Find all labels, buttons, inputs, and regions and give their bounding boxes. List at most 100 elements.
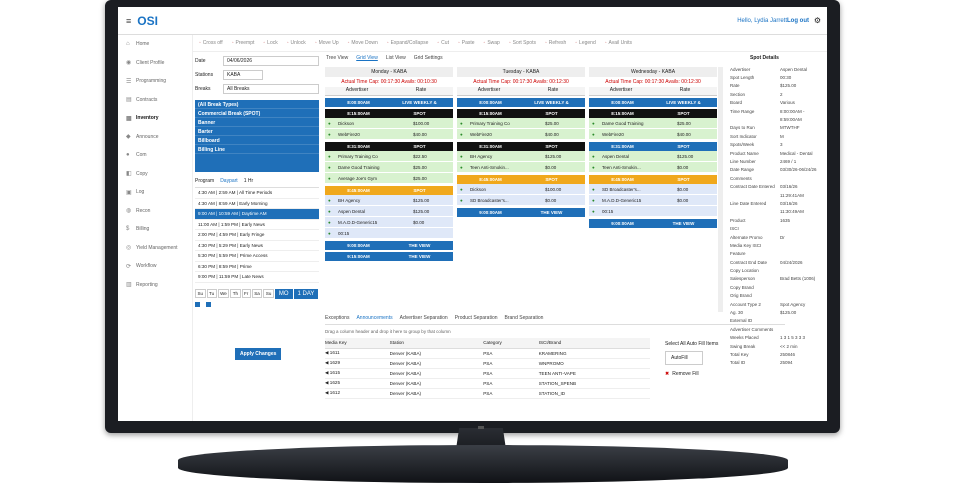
sidebar-item-client-profile[interactable]: ◉ Client Profile [118,54,192,73]
break-header[interactable]: 8:00:00AM LIVE WEEKLY & [325,98,453,107]
checkbox-1[interactable] [195,301,200,307]
break-type-item[interactable]: Banner [195,118,319,127]
day-button[interactable]: MO [274,288,293,299]
toolbar-avail-units-button[interactable]: ◦ Avail Units [604,40,633,46]
break-header[interactable]: 8:15:00AM SPOT [589,109,717,118]
tab-program[interactable]: Program [195,178,215,184]
sidebar-item-com[interactable]: ● Com [118,146,192,165]
spot-row[interactable]: ● Dickson $100.00 [457,184,585,195]
sidebar-item-reporting[interactable]: ▥ Reporting [118,276,192,295]
checkbox-2[interactable] [206,301,211,307]
table-row[interactable]: ◀ 1612 Denver (KABA) PSA STATION_ID [325,388,650,399]
sidebar-item-yield-management[interactable]: ◎ Yield Management [118,239,192,258]
table-header[interactable]: ISCI/Brand [538,338,650,349]
bottom-tab-announcements[interactable]: Announcements [356,315,393,321]
break-type-item[interactable]: Commercial Break (SPOT) [195,109,319,118]
sidebar-item-contracts[interactable]: ▤ Contracts [118,91,192,110]
spot-row[interactable]: ● M.A.D.D-Generic15 $0.00 [589,195,717,206]
toolbar-preempt-button[interactable]: ◦ Preempt [231,40,255,46]
remove-fill-button[interactable]: Remove Fill [672,371,699,377]
break-header[interactable]: 8:45:00AM SPOT [589,175,717,184]
spot-row[interactable]: ● WebFire20 $40.00 [325,129,453,140]
tab-1-hr[interactable]: 1 Hr [243,178,254,184]
sidebar-item-announce[interactable]: ◆ Announce [118,128,192,147]
spot-row[interactable]: ● Primary Training Co $25.00 [457,118,585,129]
program-item[interactable]: 4:30 AM | 2:59 AM | All Time Periods [195,188,319,199]
gear-icon[interactable]: ⚙ [813,16,821,25]
break-type-item[interactable]: (All Break Types) [195,100,319,109]
break-header[interactable]: 8:00:00AM LIVE WEEKLY & [457,98,585,107]
spot-row[interactable]: ● Average Joe's Gym $25.00 [325,173,453,184]
day-toggle[interactable]: Th [230,289,241,298]
spot-row[interactable]: ● Dickson $100.00 [325,118,453,129]
day-button[interactable]: 1 DAY [293,288,319,299]
autofill-button[interactable]: AutoFill [665,351,703,365]
table-row[interactable]: ◀ 1615 Denver (KABA) PSA TEEN ANTI-VAPE [325,368,650,379]
tab-daypart[interactable]: Daypart [220,178,238,184]
day-toggle[interactable]: Su [195,289,206,298]
bottom-tab-advertiser-separation[interactable]: Advertiser Separation [399,315,448,321]
program-item[interactable]: 5:30 PM | 5:59 PM | Prime Access [195,251,319,262]
bottom-tab-product-separation[interactable]: Product Separation [454,315,498,321]
logout-link[interactable]: Log out [787,18,809,24]
toolbar-paste-button[interactable]: ◦ Paste [457,40,475,46]
day-toggle[interactable]: Tu [206,289,217,298]
toolbar-swap-button[interactable]: ◦ Swap [483,40,500,46]
breaks-select[interactable]: All Breaks [223,84,319,94]
view-tab-tree-view[interactable]: Tree View [326,55,349,61]
table-row[interactable]: ◀ 1625 Denver (KABA) PSA STATION_SPENB [325,378,650,389]
station-field[interactable]: KABA [223,70,263,80]
spot-row[interactable]: ● WebFire20 $40.00 [589,129,717,140]
break-header[interactable]: 8:31:00AM SPOT [457,142,585,151]
break-header[interactable]: 8:15:00AM SPOT [457,109,585,118]
hamburger-icon[interactable]: ≡ [126,15,132,26]
spot-row[interactable]: ● Primary Training Co $22.50 [325,151,453,162]
table-header[interactable]: Media Key [325,338,390,349]
table-header[interactable]: Station [389,338,484,349]
spot-row[interactable]: ● Dame Good Training $25.00 [589,118,717,129]
toolbar-cross-off-button[interactable]: ◦ Cross off [199,40,223,46]
break-header[interactable]: 8:15:00AM SPOT [325,109,453,118]
break-header[interactable]: 8:00:00AM LIVE WEEKLY & [589,98,717,107]
spot-row[interactable]: ● WebFire20 $40.00 [457,129,585,140]
spot-row[interactable]: ● 00:15 [325,228,453,239]
table-row[interactable]: ◀ 1629 Denver (KABA) PSA WNPROMO [325,358,650,369]
program-list[interactable]: 4:30 AM | 2:59 AM | All Time Periods 4:30… [195,188,319,283]
break-header[interactable]: 9:00:00AM THE VIEW [457,208,585,217]
program-item[interactable]: 4:30 PM | 5:29 PM | Early News [195,241,319,251]
program-item[interactable]: 2:00 PM | 4:59 PM | Early Fringe [195,230,319,241]
break-header[interactable]: 9:00:00AM THE VIEW [589,219,717,228]
toolbar-sort-spots-button[interactable]: ◦ Sort Spots [508,40,536,46]
break-type-item[interactable]: Billing Line [195,145,319,154]
toolbar-legend-button[interactable]: ◦ Legend [575,40,596,46]
toolbar-unlock-button[interactable]: ◦ Unlock [286,40,306,46]
break-header[interactable]: 8:31:00AM SPOT [325,142,453,151]
sidebar-item-copy[interactable]: ◧ Copy [118,165,192,184]
break-header[interactable]: 8:45:00AM SPOT [325,186,453,195]
sidebar-item-inventory[interactable]: ▦ Inventory [118,109,192,128]
view-tab-grid-settings[interactable]: Grid Settings [413,55,443,61]
table-header[interactable]: Category [483,338,539,349]
spot-row[interactable]: ● M.A.D.D-Generic15 $0.00 [325,217,453,228]
toolbar-expand-collapse-button[interactable]: ◦ Expand/Collapse [386,40,429,46]
break-header[interactable]: 9:00:00AM THE VIEW [325,241,453,250]
spot-row[interactable]: ● BH Agency $125.00 [325,195,453,206]
spot-row[interactable]: ● Dame Good Training $25.00 [325,162,453,173]
sidebar-item-recon[interactable]: ◍ Recon [118,202,192,221]
program-item[interactable]: 6:30 PM | 8:59 PM | Prime [195,262,319,272]
date-field[interactable]: 04/06/2026 [223,56,319,66]
spot-row[interactable]: ● Aspen Dental $125.00 [589,151,717,162]
day-checkboxes[interactable] [195,301,319,307]
break-header[interactable]: 9:15:00AM THE VIEW [325,252,453,261]
bottom-tab-brand-separation[interactable]: Brand Separation [504,315,544,321]
view-tab-list-view[interactable]: List View [385,55,406,61]
program-item[interactable]: 9:00 AM | 10:59 AM | Daytime AM [195,209,319,220]
view-tab-grid-view[interactable]: Grid View [356,55,378,61]
spot-row[interactable]: ● SD Broadcaster's... $0.00 [457,195,585,206]
toolbar-refresh-button[interactable]: ◦ Refresh [544,40,567,46]
day-toggle[interactable]: Su [263,289,274,298]
sidebar-item-workflow[interactable]: ⟳ Workflow [118,257,192,276]
break-type-item[interactable]: Billboard [195,136,319,145]
spot-row[interactable]: ● Teen Anti-Smokin... $0.00 [457,162,585,173]
program-item[interactable]: 11:00 AM | 1:59 PM | Early News [195,220,319,230]
